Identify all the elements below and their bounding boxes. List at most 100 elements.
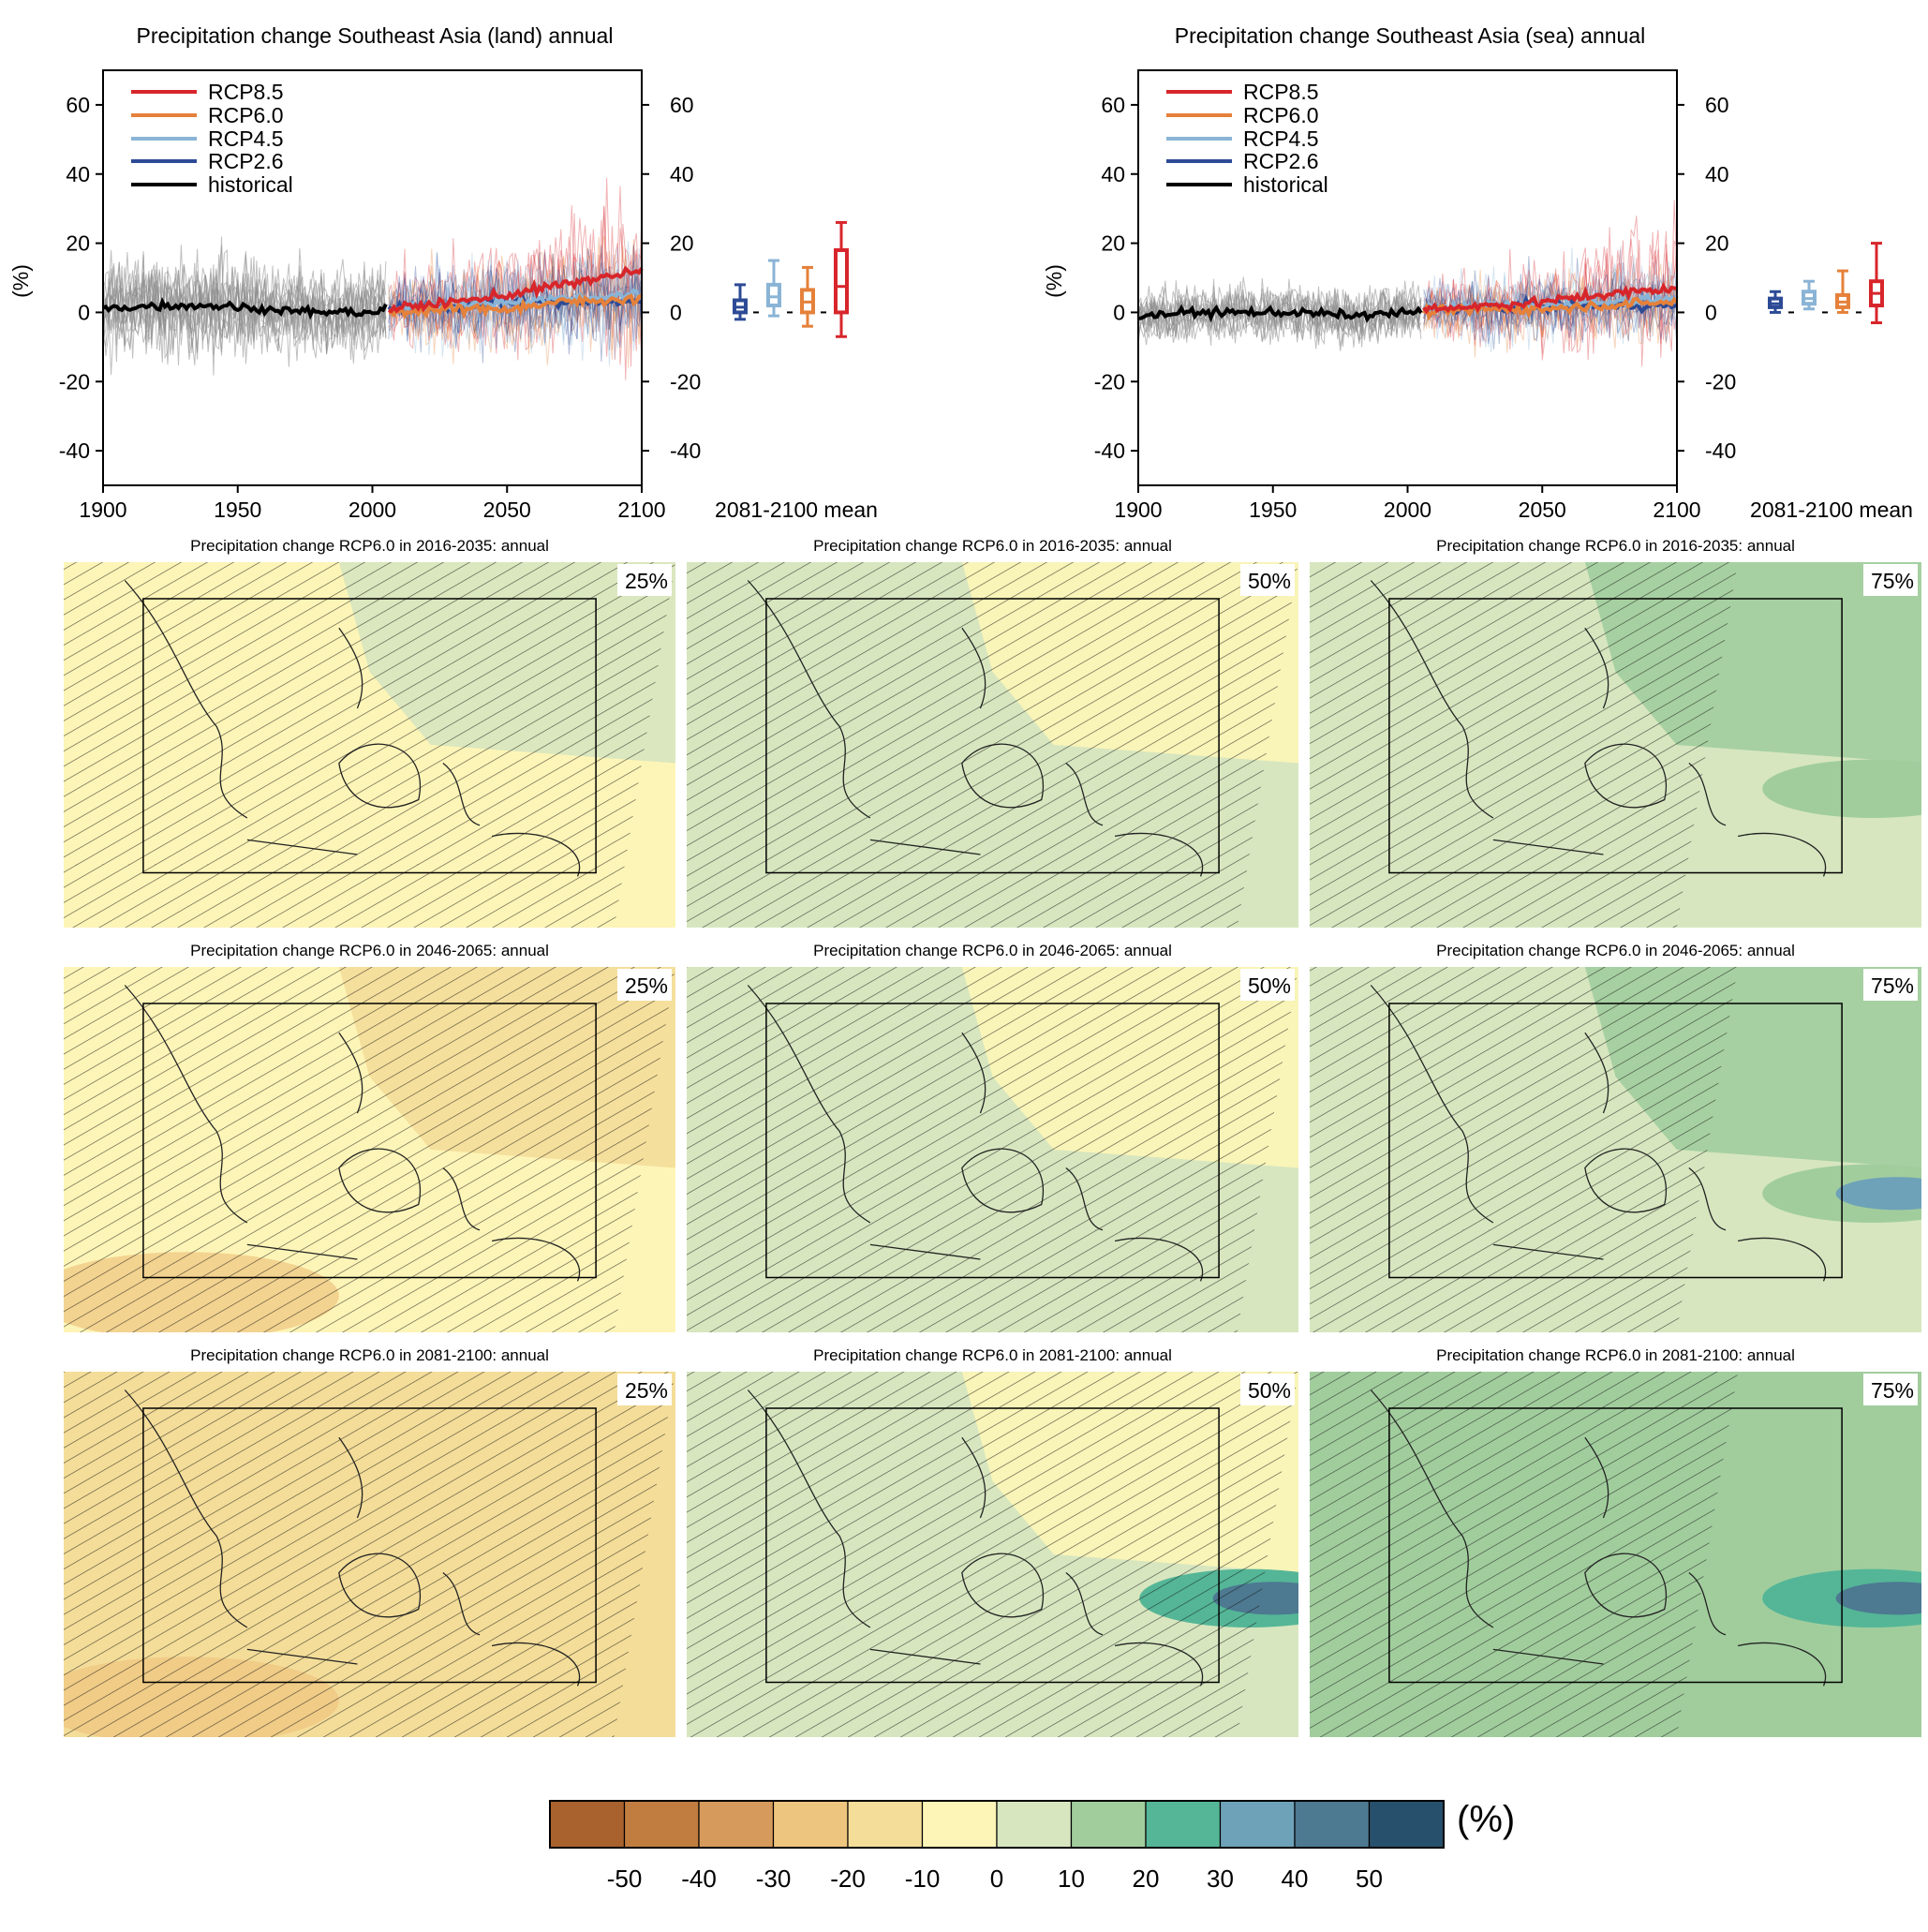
y-tick-label: 60	[670, 93, 694, 117]
y-tick-label: 40	[670, 162, 694, 186]
legend: RCP8.5 RCP6.0 RCP4.5 RCP2.6 historical	[131, 80, 293, 197]
legend-label-rcp45: RCP4.5	[208, 126, 284, 151]
x-tick-label: 2000	[349, 498, 396, 522]
colorbar-tick-label: 40	[1282, 1865, 1309, 1893]
scenario-model-line	[388, 177, 643, 380]
series-line-rcp85	[388, 265, 644, 314]
y-tick-label: 0	[78, 300, 90, 324]
coastline	[1370, 1390, 1827, 1687]
percentile-bg	[1240, 564, 1295, 596]
legend-label-historical: historical	[208, 172, 293, 197]
coastline	[1370, 580, 1827, 877]
colorbar-swatch	[1294, 1800, 1371, 1849]
map-body	[64, 562, 675, 928]
colorbar-swatch	[921, 1800, 998, 1849]
region-box	[142, 1003, 597, 1279]
scenario-model-line	[1423, 260, 1678, 348]
map-body	[687, 1372, 1298, 1737]
percentile-bg	[1240, 1374, 1295, 1405]
percentile-bg	[617, 1374, 672, 1405]
percentile-label: 50%	[1248, 1378, 1291, 1403]
scenario-model-line	[388, 251, 643, 366]
colorbar-swatch	[1219, 1800, 1296, 1849]
region-box	[765, 598, 1220, 874]
colorbar-frame	[549, 1800, 1445, 1849]
colorbar: (%) -50 -40 -30 -20 -10 0 10 20 30 40 50	[549, 1799, 1515, 1893]
percentile-label: 25%	[625, 569, 668, 593]
y-tick-label: -20	[1705, 369, 1736, 394]
scenario-model-line	[388, 219, 643, 357]
region-box	[142, 1407, 597, 1684]
map-panel: Precipitation change RCP6.0 in 2046-2065…	[687, 942, 1298, 1332]
legend-label-rcp85: RCP8.5	[1243, 80, 1319, 104]
scenario-model-line	[388, 205, 643, 349]
y-tick-label: 0	[1705, 300, 1717, 324]
series-line-rcp85	[1422, 282, 1678, 315]
x-tick-label: 2050	[1519, 498, 1566, 522]
map-title: Precipitation change RCP6.0 in 2016-2035…	[190, 537, 549, 555]
map-title: Precipitation change RCP6.0 in 2046-2065…	[813, 942, 1172, 959]
map-body	[64, 1372, 675, 1737]
y-tick-label: -40	[1094, 438, 1125, 463]
scenario-model-line	[388, 260, 643, 349]
y-tick-label: 60	[1705, 93, 1729, 117]
box-rcp26	[733, 283, 748, 321]
region-box	[1388, 1003, 1843, 1279]
colorbar-tick-label: 30	[1207, 1865, 1234, 1893]
map-body	[1310, 1372, 1921, 1737]
region-box	[1388, 1407, 1843, 1684]
y-tick-label: -20	[1094, 369, 1125, 394]
colorbar-swatch	[549, 1800, 626, 1849]
y-tick-label: 20	[1101, 231, 1125, 256]
map-hatching	[1310, 562, 1739, 928]
scenario-model-line	[1423, 256, 1678, 345]
scenario-model-line	[388, 246, 643, 356]
legend-label-rcp85: RCP8.5	[208, 80, 284, 104]
map-hatching	[1310, 967, 1739, 1332]
percentile-bg	[1863, 969, 1918, 1001]
box-body	[766, 282, 781, 308]
colorbar-swatch	[996, 1800, 1073, 1849]
region-box	[765, 1407, 1220, 1684]
box-rcp45	[766, 259, 781, 318]
colorbar-swatch	[847, 1800, 924, 1849]
legend-label-rcp26: RCP2.6	[1243, 149, 1319, 173]
colorbar-tick-label: -30	[756, 1865, 792, 1893]
model-spread	[1137, 200, 1678, 367]
y-tick-label: 0	[670, 300, 682, 324]
legend-label-rcp45: RCP4.5	[1243, 126, 1319, 151]
coastline	[124, 580, 581, 877]
ts-ylabel: (%)	[1042, 264, 1066, 298]
scenario-model-line	[388, 255, 643, 355]
colorbar-tick-label: 50	[1356, 1865, 1383, 1893]
colorbar-swatches	[549, 1800, 1445, 1849]
x-tick-label: 1950	[214, 498, 261, 522]
percentile-label: 75%	[1871, 973, 1914, 998]
map-panel: Precipitation change RCP6.0 in 2016-2035…	[687, 537, 1298, 928]
map-panel: Precipitation change RCP6.0 in 2016-2035…	[64, 537, 675, 928]
region-box	[1388, 598, 1843, 874]
map-title: Precipitation change RCP6.0 in 2081-2100…	[813, 1346, 1172, 1364]
scenario-model-line	[388, 248, 643, 364]
x-tick-label: 1900	[1114, 498, 1162, 522]
legend-label-rcp26: RCP2.6	[208, 149, 284, 173]
box-body	[834, 247, 849, 315]
map-body	[1310, 562, 1921, 928]
model-spread	[102, 177, 643, 380]
y-tick-label: -40	[59, 438, 90, 463]
colorbar-tick-label: -10	[905, 1865, 941, 1893]
map-title: Precipitation change RCP6.0 in 2046-2065…	[1436, 942, 1795, 959]
box-rcp60	[1835, 269, 1850, 314]
scenario-model-line	[1423, 254, 1678, 353]
ts-title: Precipitation change Southeast Asia (lan…	[137, 23, 614, 48]
x-tick-label: 1950	[1249, 498, 1297, 522]
ts-ylabel: (%)	[8, 264, 33, 298]
colorbar-swatch	[623, 1800, 700, 1849]
y-tick-label: 20	[1705, 231, 1729, 256]
map-title: Precipitation change RCP6.0 in 2016-2035…	[813, 537, 1172, 555]
map-panel: Precipitation change RCP6.0 in 2046-2065…	[1310, 942, 1921, 1332]
x-tick-label: 2000	[1384, 498, 1431, 522]
scenario-model-line	[388, 266, 643, 363]
scenario-model-line	[388, 206, 643, 367]
